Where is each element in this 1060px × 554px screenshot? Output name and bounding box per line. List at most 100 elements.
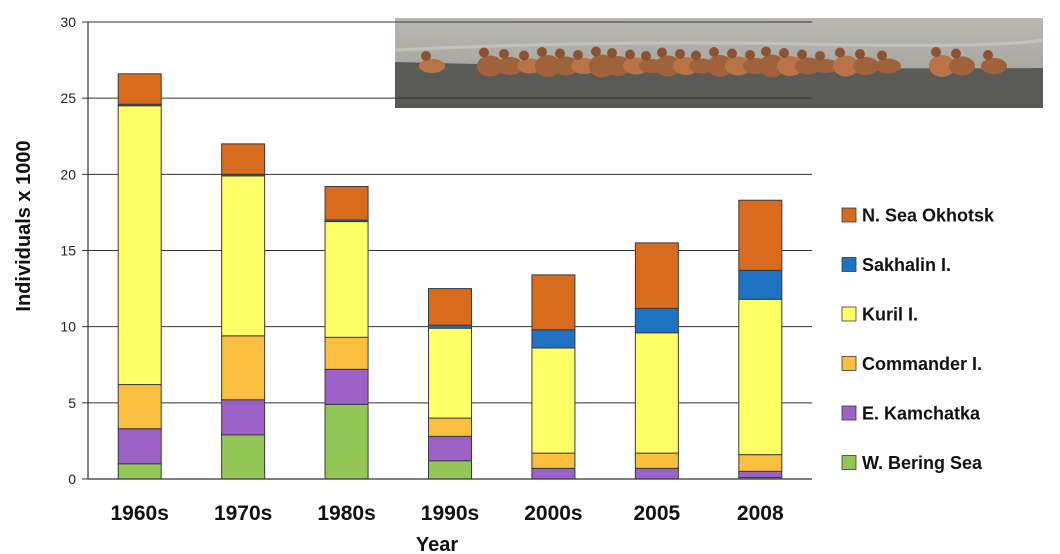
sea-lion-head bbox=[421, 51, 431, 61]
bar-segment bbox=[738, 454, 783, 472]
bar-segment bbox=[634, 452, 679, 469]
y-tick-label: 5 bbox=[68, 395, 76, 411]
sea-lion-herd-icon bbox=[419, 46, 1007, 78]
sea-lion-head bbox=[591, 46, 601, 57]
bar-segment bbox=[531, 329, 576, 349]
bar-segment bbox=[324, 221, 369, 338]
bar-segment bbox=[221, 143, 266, 175]
sea-lion-head bbox=[691, 50, 701, 61]
bar-segment bbox=[221, 175, 266, 337]
sea-lion-head bbox=[797, 49, 807, 60]
sea-lion bbox=[795, 57, 821, 75]
sea-lion bbox=[929, 55, 955, 77]
y-tick-label: 10 bbox=[60, 319, 76, 335]
legend-label: W. Bering Sea bbox=[862, 453, 983, 473]
sea-lion bbox=[813, 59, 839, 73]
bar-segment bbox=[738, 199, 783, 271]
sea-lion-head bbox=[931, 47, 941, 57]
sea-lion bbox=[553, 56, 579, 76]
sea-lion bbox=[875, 58, 901, 74]
bar-segment bbox=[117, 428, 162, 465]
bar-segment bbox=[738, 470, 783, 478]
bar-segment bbox=[531, 452, 576, 469]
sea-lion-head bbox=[727, 48, 737, 59]
y-axis-title: Individuals x 1000 bbox=[13, 140, 35, 311]
sea-lion-head bbox=[761, 46, 771, 57]
legend-swatch bbox=[841, 405, 857, 421]
legend-swatch bbox=[841, 207, 857, 223]
legend-swatch bbox=[841, 356, 857, 371]
sea-lion-head bbox=[657, 47, 667, 58]
bar-segment bbox=[531, 467, 576, 480]
bars bbox=[117, 73, 783, 480]
sea-lion bbox=[981, 58, 1007, 74]
bar-segment bbox=[428, 435, 472, 462]
axes: 0 5 10 15 20 25 30 1960s 1970s 1980s 1990s 2000s 200… bbox=[60, 14, 812, 525]
x-tick-label: 2000s bbox=[524, 502, 582, 525]
legend-swatch bbox=[841, 306, 857, 322]
sea-lion-head bbox=[607, 48, 617, 58]
bar-segment bbox=[324, 403, 369, 480]
x-tick-label: 2008 bbox=[737, 502, 784, 525]
legend-label: Commander I. bbox=[862, 354, 982, 374]
bar-segment bbox=[531, 274, 576, 331]
sea-lion bbox=[497, 57, 523, 75]
sea-lion bbox=[477, 55, 503, 77]
sea-lion-head bbox=[537, 47, 547, 57]
bar-segment bbox=[324, 186, 369, 221]
bar-segment bbox=[117, 105, 162, 386]
x-tick-label: 2005 bbox=[633, 502, 680, 525]
sea-lion-head bbox=[625, 49, 635, 60]
sea-lion-head bbox=[499, 49, 509, 59]
y-tick-label: 20 bbox=[60, 166, 76, 182]
sea-lion-head bbox=[745, 50, 755, 60]
bar-segment bbox=[634, 332, 679, 454]
sea-lion bbox=[725, 56, 751, 76]
sea-lion-head bbox=[675, 49, 685, 59]
y-tick-label: 0 bbox=[68, 471, 76, 487]
inset-photo bbox=[394, 18, 1044, 108]
bar-segment bbox=[428, 460, 472, 480]
sea-lion-head bbox=[835, 47, 845, 58]
bar-segment bbox=[634, 467, 679, 480]
sea-lion-head bbox=[479, 47, 489, 58]
sea-lion bbox=[853, 57, 879, 75]
sea-lion bbox=[605, 56, 631, 76]
legend-swatch bbox=[841, 455, 857, 470]
x-tick-label: 1970s bbox=[214, 502, 272, 525]
sea-lion bbox=[419, 59, 445, 73]
bar-segment bbox=[428, 288, 472, 326]
sea-lion bbox=[707, 55, 733, 77]
sea-lion-head bbox=[709, 47, 719, 57]
x-tick-label: 1980s bbox=[317, 502, 375, 525]
sea-lion bbox=[949, 56, 975, 76]
sea-lion-head bbox=[519, 50, 529, 61]
bar-segment bbox=[428, 417, 472, 437]
y-tick-label: 15 bbox=[60, 243, 76, 259]
legend-label: N. Sea Okhotsk bbox=[862, 206, 995, 226]
bar-segment bbox=[117, 384, 162, 430]
legend-label: E. Kamchatka bbox=[862, 404, 981, 424]
bar-segment bbox=[221, 434, 266, 480]
legend-swatch bbox=[841, 257, 857, 272]
x-tick-label: 1960s bbox=[111, 502, 169, 525]
x-tick-label: 1990s bbox=[421, 502, 479, 525]
sea-lion-head bbox=[779, 48, 789, 58]
sea-lion bbox=[759, 54, 785, 78]
y-tick-label: 30 bbox=[60, 14, 76, 30]
sea-lion bbox=[777, 56, 803, 76]
sea-lion bbox=[655, 55, 681, 77]
legend-label: Sakhalin I. bbox=[862, 255, 951, 275]
sea-lion-head bbox=[641, 51, 651, 61]
sea-lion bbox=[535, 55, 561, 77]
bar-segment bbox=[634, 307, 679, 334]
sea-lion-head bbox=[555, 48, 565, 59]
bar-segment bbox=[738, 269, 783, 300]
legend-label: Kuril I. bbox=[862, 305, 918, 325]
bar-segment bbox=[324, 336, 369, 370]
sea-lion-head bbox=[877, 50, 887, 61]
bar-segment bbox=[221, 335, 266, 401]
sea-lion bbox=[833, 55, 859, 77]
bar-segment bbox=[634, 242, 679, 309]
